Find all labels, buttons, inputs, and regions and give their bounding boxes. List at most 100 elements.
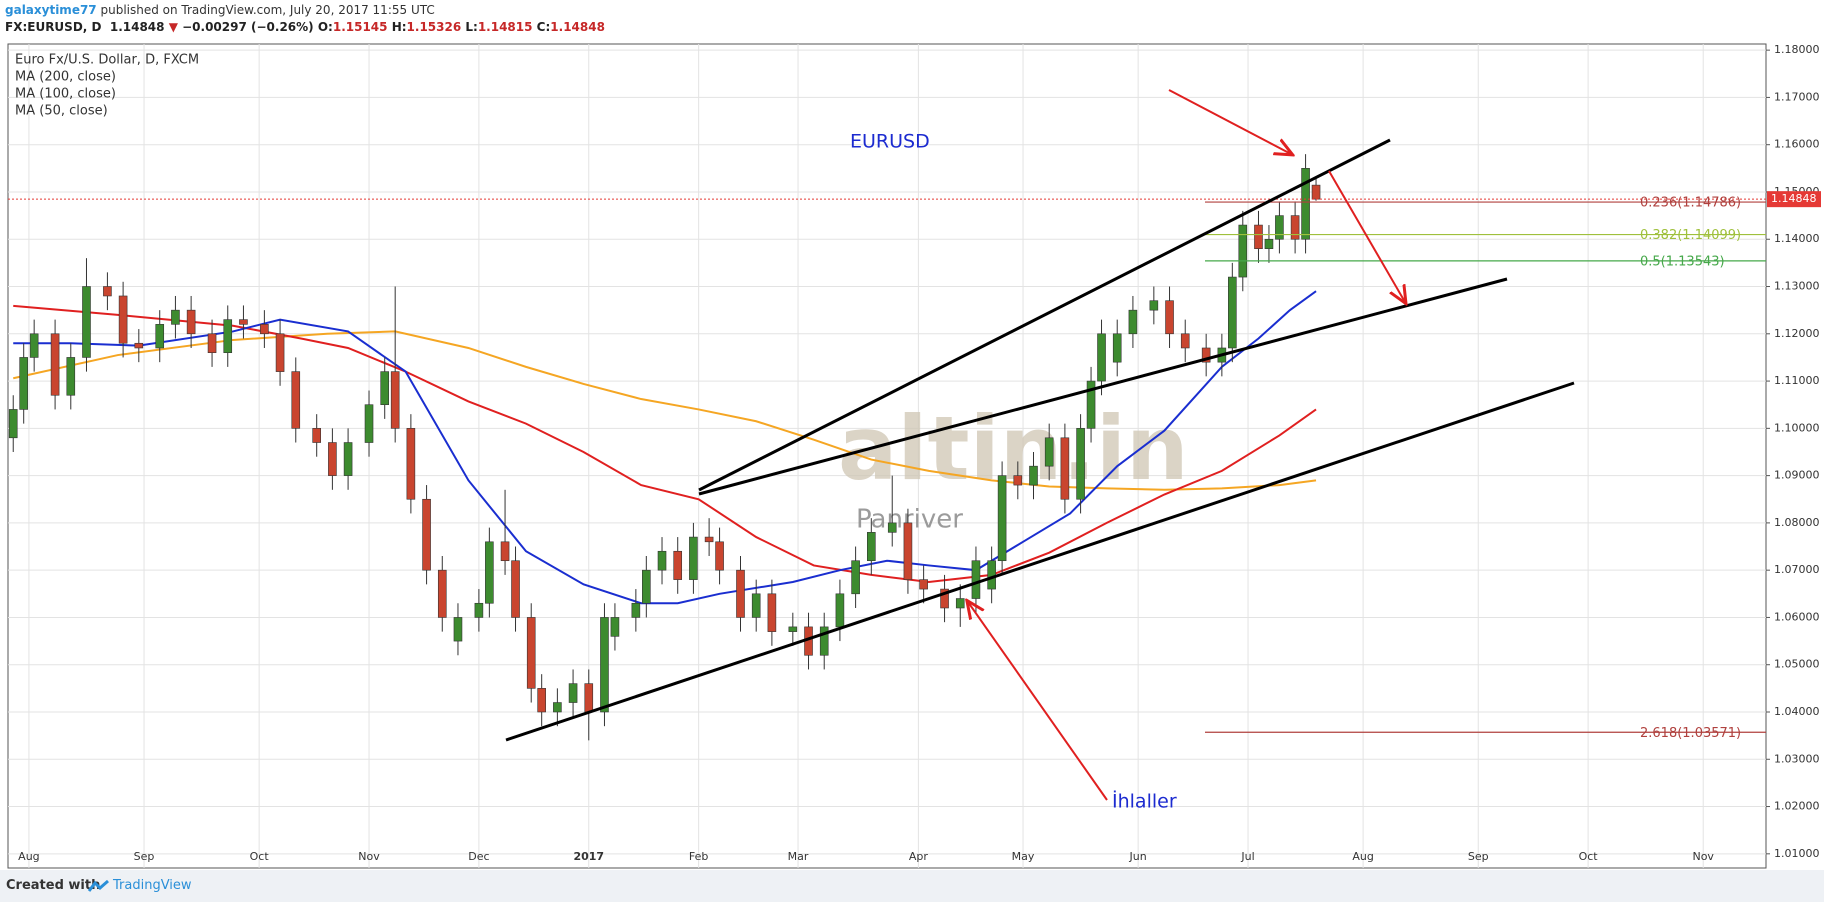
x-tick-label: Jul: [1240, 850, 1254, 863]
candle-body: [600, 617, 609, 713]
fib-label: 0.236(1.14786): [1640, 196, 1741, 211]
candle-body: [887, 522, 897, 533]
candle-body: [526, 617, 536, 689]
footer: Created with TradingView: [0, 870, 1824, 902]
annotation: EURUSD: [850, 131, 930, 153]
candle-body: [997, 475, 1007, 562]
arrow: [1168, 89, 1291, 154]
candle-body: [328, 442, 337, 476]
y-tick-label: 1.04000: [1774, 705, 1820, 718]
annotation: İhlaller: [1112, 790, 1177, 813]
candle-body: [1275, 215, 1284, 240]
h: 1.15326: [406, 20, 462, 34]
fib-label: 2.618(1.03571): [1640, 726, 1741, 741]
y-tick-label: 1.11000: [1774, 374, 1820, 387]
candle-body: [903, 522, 913, 580]
x-tick-label: Aug: [1352, 850, 1373, 863]
brand-logo: [88, 879, 109, 892]
last-price-label: 1.14848: [1771, 192, 1817, 205]
candle-body: [1060, 437, 1070, 500]
legend-entry: MA (50, close): [15, 104, 108, 119]
candle-body: [364, 404, 374, 443]
candle-body: [275, 333, 285, 372]
c-label: C:: [536, 20, 551, 34]
last-price-box: [1767, 191, 1821, 208]
direction: ▼: [168, 20, 178, 34]
candle-body: [1254, 224, 1263, 249]
price: 1.14848: [109, 20, 165, 34]
candle-body: [155, 324, 165, 349]
candle-body: [29, 333, 39, 358]
arrows: [968, 89, 1405, 801]
trend-line: [698, 138, 1391, 492]
candle-body: [584, 683, 594, 713]
candle-body: [1076, 428, 1085, 500]
y-tick-label: 1.08000: [1774, 516, 1820, 529]
candle-body: [657, 550, 667, 571]
candle-body: [642, 569, 651, 604]
x-tick-label: Feb: [689, 850, 708, 863]
x-tick-label: Mar: [788, 850, 809, 863]
candle-body: [291, 371, 301, 429]
h-label: H:: [391, 20, 407, 34]
x-tick-label: May: [1012, 850, 1035, 863]
o: 1.15145: [332, 20, 388, 34]
l-label: L:: [465, 20, 478, 34]
candle-body: [8, 409, 18, 439]
candle-body: [406, 428, 416, 500]
candle-body: [673, 550, 683, 580]
y-tick-label: 1.16000: [1774, 138, 1820, 151]
candle-body: [1128, 309, 1138, 335]
candle-body: [867, 532, 876, 562]
legend-entry: MA (200, close): [15, 70, 116, 85]
arrow: [968, 602, 1108, 801]
c: 1.14848: [550, 20, 605, 34]
candle-body: [380, 371, 390, 406]
plot: 0.236(1.14786) 0.382(1.14099) 0.5(1.13543)…: [8, 154, 1766, 741]
candle-body: [715, 541, 724, 571]
candle-body: [919, 579, 928, 590]
candle-body: [1238, 224, 1248, 278]
x-tick-label: Nov: [358, 850, 380, 863]
candle-body: [1311, 184, 1321, 200]
candle-body: [134, 342, 144, 349]
published: published on TradingView.com, July 20, 2…: [100, 3, 435, 17]
candle-body: [500, 541, 510, 562]
candle-body: [437, 569, 447, 618]
candle-body: [66, 357, 76, 396]
x-tick-label: Oct: [1579, 850, 1599, 863]
x-tick-label: Aug: [18, 850, 39, 863]
candle-body: [223, 319, 233, 354]
x-tick-label: Sep: [134, 850, 155, 863]
candle-body: [1290, 215, 1300, 240]
legend-entry: MA (100, close): [15, 87, 116, 102]
y-tick-label: 1.02000: [1774, 800, 1820, 813]
y-tick-label: 1.07000: [1774, 563, 1820, 576]
candle-body: [940, 588, 949, 609]
candle-body: [819, 626, 829, 656]
grid: 1.01000 1.02000 1.03000 1.04000 1.05000 1.060…: [8, 43, 1820, 868]
user: galaxytime77: [5, 3, 97, 17]
candle-body: [312, 428, 321, 443]
candle-body: [537, 688, 546, 713]
y-tick-label: 1.03000: [1774, 752, 1820, 765]
candle-body: [1086, 380, 1096, 429]
candle-body: [1264, 238, 1274, 249]
candle-body: [390, 371, 400, 429]
l: 1.14815: [477, 20, 533, 34]
y-tick-label: 1.14000: [1774, 232, 1820, 245]
change: −0.00297 (−0.26%): [182, 20, 314, 34]
y-tick-label: 1.12000: [1774, 327, 1820, 340]
candle-body: [19, 357, 28, 410]
brand[interactable]: TradingView: [113, 878, 192, 893]
candle-body: [1013, 475, 1023, 486]
candle-body: [186, 309, 196, 335]
candle-body: [1228, 276, 1237, 349]
candle-body: [751, 593, 761, 618]
candle-body: [971, 560, 981, 599]
symbol: FX:EURUSD, D: [5, 20, 102, 34]
fib-label: 0.382(1.14099): [1640, 228, 1741, 243]
candle-body: [553, 702, 562, 713]
x-tick-label: 2017: [573, 850, 604, 863]
trend-line: [505, 381, 1575, 742]
